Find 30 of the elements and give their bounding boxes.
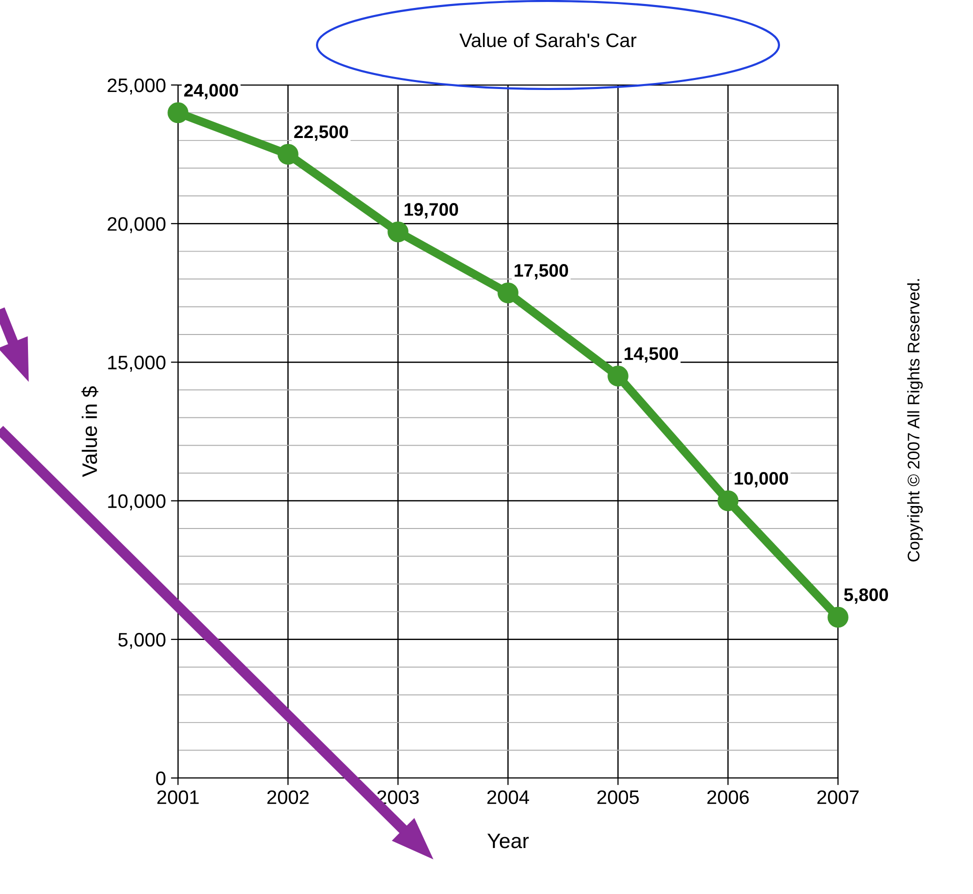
text: Copyright © 2007 All Rights Reserved. — [907, 279, 923, 562]
y-axis-title: Value in $ — [81, 386, 98, 477]
point — [388, 222, 408, 242]
x-tick-label: 2002 — [267, 790, 309, 804]
text: 5,800 — [844, 588, 888, 604]
x-tick-label: 2005 — [597, 790, 639, 804]
text: 24,000 — [184, 84, 238, 100]
point — [168, 102, 188, 124]
x-axis-title: Year — [487, 834, 529, 848]
point — [608, 366, 628, 386]
text: 14,500 — [624, 347, 678, 363]
y-tick-label: 0 — [156, 771, 166, 786]
y-tick-label: 10,000 — [108, 494, 166, 510]
text: 10,000 — [734, 472, 788, 488]
x-tick-label: 2001 — [157, 790, 199, 804]
y-tick-label: 25,000 — [108, 78, 166, 95]
text: 22,500 — [294, 125, 348, 141]
y-tick-label: 20,000 — [108, 217, 166, 234]
x-tick-label: 2006 — [707, 790, 749, 804]
point — [498, 282, 518, 304]
y-tick-label: 15,000 — [108, 356, 166, 372]
y-tick-label: 5,000 — [118, 632, 166, 649]
x-tick-label: 2007 — [817, 790, 859, 804]
text: 17,500 — [514, 264, 568, 280]
point — [278, 144, 298, 165]
text: 19,700 — [404, 203, 458, 218]
point — [718, 490, 738, 512]
x-tick-label: 2004 — [487, 790, 530, 804]
chart-title: Value of Sarah's Car — [459, 32, 636, 48]
point — [828, 606, 848, 628]
